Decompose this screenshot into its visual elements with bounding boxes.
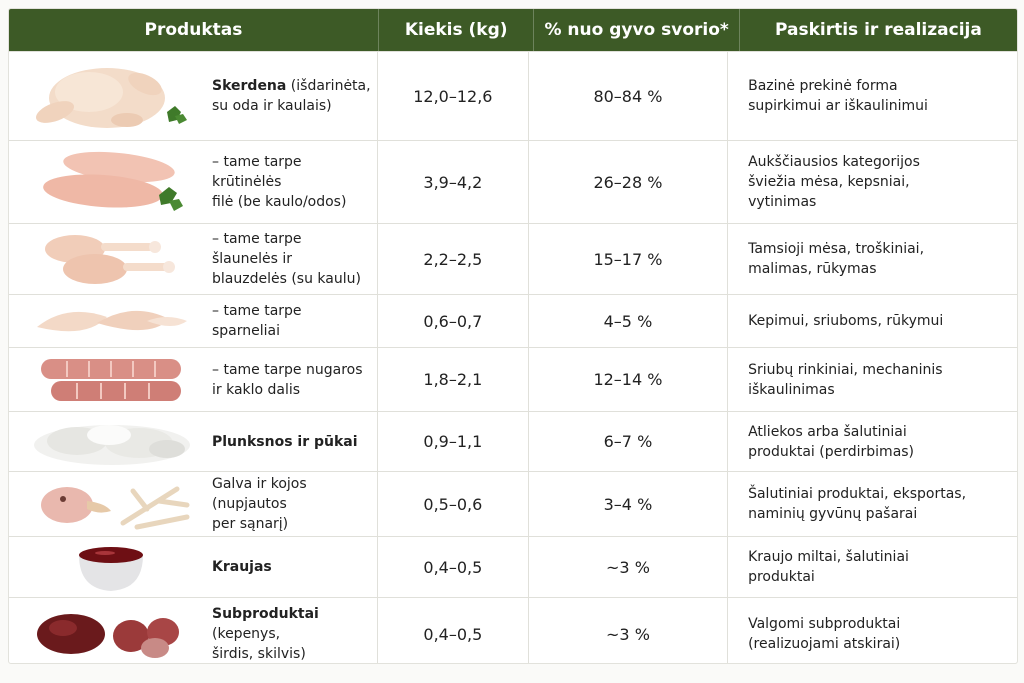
- whole-chicken-icon: [19, 52, 204, 140]
- table-row: – tame tarpe nugaros ir kaklo dalis 1,8–…: [9, 347, 1017, 411]
- use-text: Sriubų rinkiniai, mechaninis iškaulinima…: [748, 361, 943, 398]
- table-row: – tame tarpe krūtinėlės filė (be kaulo/o…: [9, 140, 1017, 223]
- table-row: – tame tarpe sparneliai 0,6–0,7 4–5 % Ke…: [9, 294, 1017, 347]
- drumsticks-icon: [19, 224, 204, 294]
- breast-fillet-icon: [19, 141, 204, 223]
- table-row: Kraujas 0,4–0,5 ~3 % Kraujo miltai, šalu…: [9, 536, 1017, 597]
- table-row: Galva ir kojos (nupjautos per sąnarį) 0,…: [9, 471, 1017, 536]
- product-name-bold: Skerdena: [212, 78, 287, 94]
- table-row: Skerdena (išdarinėta, su oda ir kaulais)…: [9, 51, 1017, 140]
- use-text: Tamsioji mėsa, troškiniai, malimas, rūky…: [748, 241, 925, 277]
- header-pct: % nuo gyvo svorio*: [534, 9, 740, 51]
- blood-bowl-icon: [19, 537, 204, 597]
- pct-value: ~3 %: [529, 598, 729, 663]
- header-qty: Kiekis (kg): [379, 9, 535, 51]
- use-text: Atliekos arba šalutiniai produktai (perd…: [748, 423, 915, 460]
- product-name-bold: Plunksnos ir pūkai: [212, 433, 358, 450]
- qty-value: 3,9–4,2: [378, 141, 529, 223]
- product-name: – tame tarpe sparneliai: [212, 303, 302, 339]
- pct-value: 80–84 %: [529, 52, 729, 140]
- product-name: – tame tarpe nugaros ir kaklo dalis: [212, 361, 363, 398]
- qty-value: 0,5–0,6: [378, 472, 529, 536]
- table-row: – tame tarpe šlaunelės ir blauzdelės (su…: [9, 223, 1017, 294]
- feathers-icon: [19, 412, 204, 471]
- qty-value: 0,4–0,5: [378, 598, 529, 663]
- use-text: Šalutiniai produktai, eksportas, naminių…: [748, 486, 967, 522]
- pct-value: 3–4 %: [529, 472, 729, 536]
- pct-value: ~3 %: [529, 537, 729, 597]
- qty-value: 2,2–2,5: [378, 224, 529, 294]
- qty-value: 0,4–0,5: [378, 537, 529, 597]
- table-row: Plunksnos ir pūkai 0,9–1,1 6–7 % Atlieko…: [9, 411, 1017, 471]
- use-text: Aukščiausios kategorijos šviežia mėsa, k…: [748, 154, 920, 210]
- pct-value: 6–7 %: [529, 412, 729, 471]
- pct-value: 12–14 %: [529, 348, 729, 411]
- head-feet-icon: [19, 472, 204, 536]
- use-text: Bazinė prekinė forma supirkimui ar iškau…: [748, 78, 928, 114]
- product-table: Produktas Kiekis (kg) % nuo gyvo svorio*…: [8, 8, 1018, 664]
- pct-value: 15–17 %: [529, 224, 729, 294]
- pct-value: 26–28 %: [529, 141, 729, 223]
- qty-value: 0,6–0,7: [378, 295, 529, 347]
- use-text: Kraujo miltai, šalutiniai produktai: [748, 549, 909, 585]
- product-name: – tame tarpe šlaunelės ir blauzdelės (su…: [212, 231, 361, 287]
- product-name: (kepenys, širdis, skilvis): [212, 626, 306, 662]
- product-name-bold: Subproduktai: [212, 606, 319, 622]
- pct-value: 4–5 %: [529, 295, 729, 347]
- header-product: Produktas: [9, 9, 379, 51]
- qty-value: 0,9–1,1: [378, 412, 529, 471]
- header-use: Paskirtis ir realizacija: [774, 20, 982, 40]
- offal-icon: [19, 598, 204, 663]
- product-name-bold: Kraujas: [212, 559, 272, 575]
- table-row: Subproduktai (kepenys, širdis, skilvis) …: [9, 597, 1017, 663]
- product-name: Galva ir kojos (nupjautos per sąnarį): [212, 476, 307, 532]
- wings-icon: [19, 295, 204, 347]
- product-name: – tame tarpe krūtinėlės filė (be kaulo/o…: [212, 154, 347, 210]
- use-text: Kepimui, sriuboms, rūkymui: [748, 313, 944, 329]
- qty-value: 12,0–12,6: [378, 52, 529, 140]
- use-text: Valgomi subproduktai (realizuojami atski…: [748, 616, 901, 652]
- table-header: Produktas Kiekis (kg) % nuo gyvo svorio*…: [9, 9, 1017, 51]
- qty-value: 1,8–2,1: [378, 348, 529, 411]
- necks-icon: [19, 348, 204, 411]
- product-name: (išdarinėta, su oda ir kaulais): [212, 78, 371, 114]
